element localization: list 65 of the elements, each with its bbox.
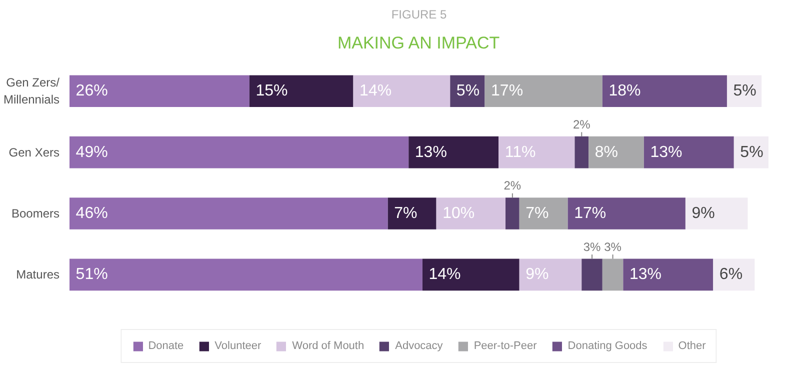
- bar: [644, 136, 734, 168]
- bar: [436, 198, 506, 230]
- legend-label: Word of Mouth: [292, 340, 364, 352]
- data-label: 5%: [740, 144, 764, 161]
- bar: [519, 198, 568, 230]
- data-label: 6%: [719, 266, 743, 284]
- bar: [506, 198, 520, 230]
- bar: [519, 258, 582, 291]
- data-label: 49%: [76, 144, 108, 161]
- data-label: 17%: [491, 82, 524, 100]
- bar: [353, 75, 450, 108]
- bar: [70, 198, 388, 230]
- data-label: 15%: [256, 82, 288, 100]
- bar: [568, 198, 686, 230]
- bar: [388, 198, 436, 230]
- legend-label: Donate: [148, 340, 184, 352]
- data-label: 10%: [442, 205, 475, 222]
- legend-label: Other: [678, 340, 706, 352]
- bar: [582, 258, 602, 291]
- bar: [498, 136, 575, 168]
- data-label: 9%: [692, 205, 715, 222]
- data-label: 2%: [504, 178, 522, 193]
- data-label: 14%: [360, 82, 392, 100]
- data-label: 51%: [76, 266, 108, 284]
- data-label: 3%: [604, 240, 622, 254]
- data-label: 3%: [583, 240, 602, 254]
- data-label: 18%: [608, 82, 641, 100]
- bar: [408, 136, 499, 168]
- data-label: 8%: [594, 144, 618, 161]
- bar: [70, 258, 422, 291]
- data-label: 5%: [456, 82, 480, 100]
- y-tick-label: Matures: [16, 268, 60, 282]
- legend-label: Advocacy: [395, 340, 443, 352]
- bar: [574, 136, 589, 168]
- data-label: 26%: [76, 82, 108, 100]
- bar: [422, 258, 520, 291]
- legend-label: Volunteer: [214, 340, 262, 352]
- chart-title: MAKING AN IMPACT: [337, 34, 500, 52]
- data-label: 17%: [574, 205, 606, 222]
- bar: [70, 75, 250, 108]
- data-label: 7%: [394, 205, 418, 222]
- data-label: 9%: [526, 266, 549, 284]
- data-label: 11%: [504, 144, 536, 161]
- data-label: 5%: [733, 82, 756, 100]
- chart-subtitle: FIGURE 5: [391, 8, 447, 22]
- bar: [602, 75, 727, 108]
- bar: [602, 258, 624, 291]
- data-label: 2%: [572, 118, 591, 132]
- legend-label: Peer-to-Peer: [474, 340, 537, 352]
- bar: [484, 75, 602, 108]
- data-label: 14%: [428, 266, 461, 284]
- bar: [70, 136, 409, 168]
- bar: [685, 198, 748, 230]
- data-label: 13%: [650, 144, 682, 161]
- data-label: 13%: [629, 266, 662, 284]
- bar: [249, 75, 354, 108]
- data-label: 13%: [414, 144, 447, 161]
- data-label: 7%: [526, 205, 549, 222]
- y-tick-label: Gen Zers/ Millennials: [3, 76, 60, 107]
- y-tick-label: Boomers: [11, 206, 60, 220]
- data-label: 46%: [76, 205, 108, 222]
- bar: [588, 136, 644, 168]
- y-tick-label: Gen Xers: [8, 145, 60, 160]
- legend-label: Donating Goods: [568, 340, 648, 352]
- bar: [623, 258, 714, 291]
